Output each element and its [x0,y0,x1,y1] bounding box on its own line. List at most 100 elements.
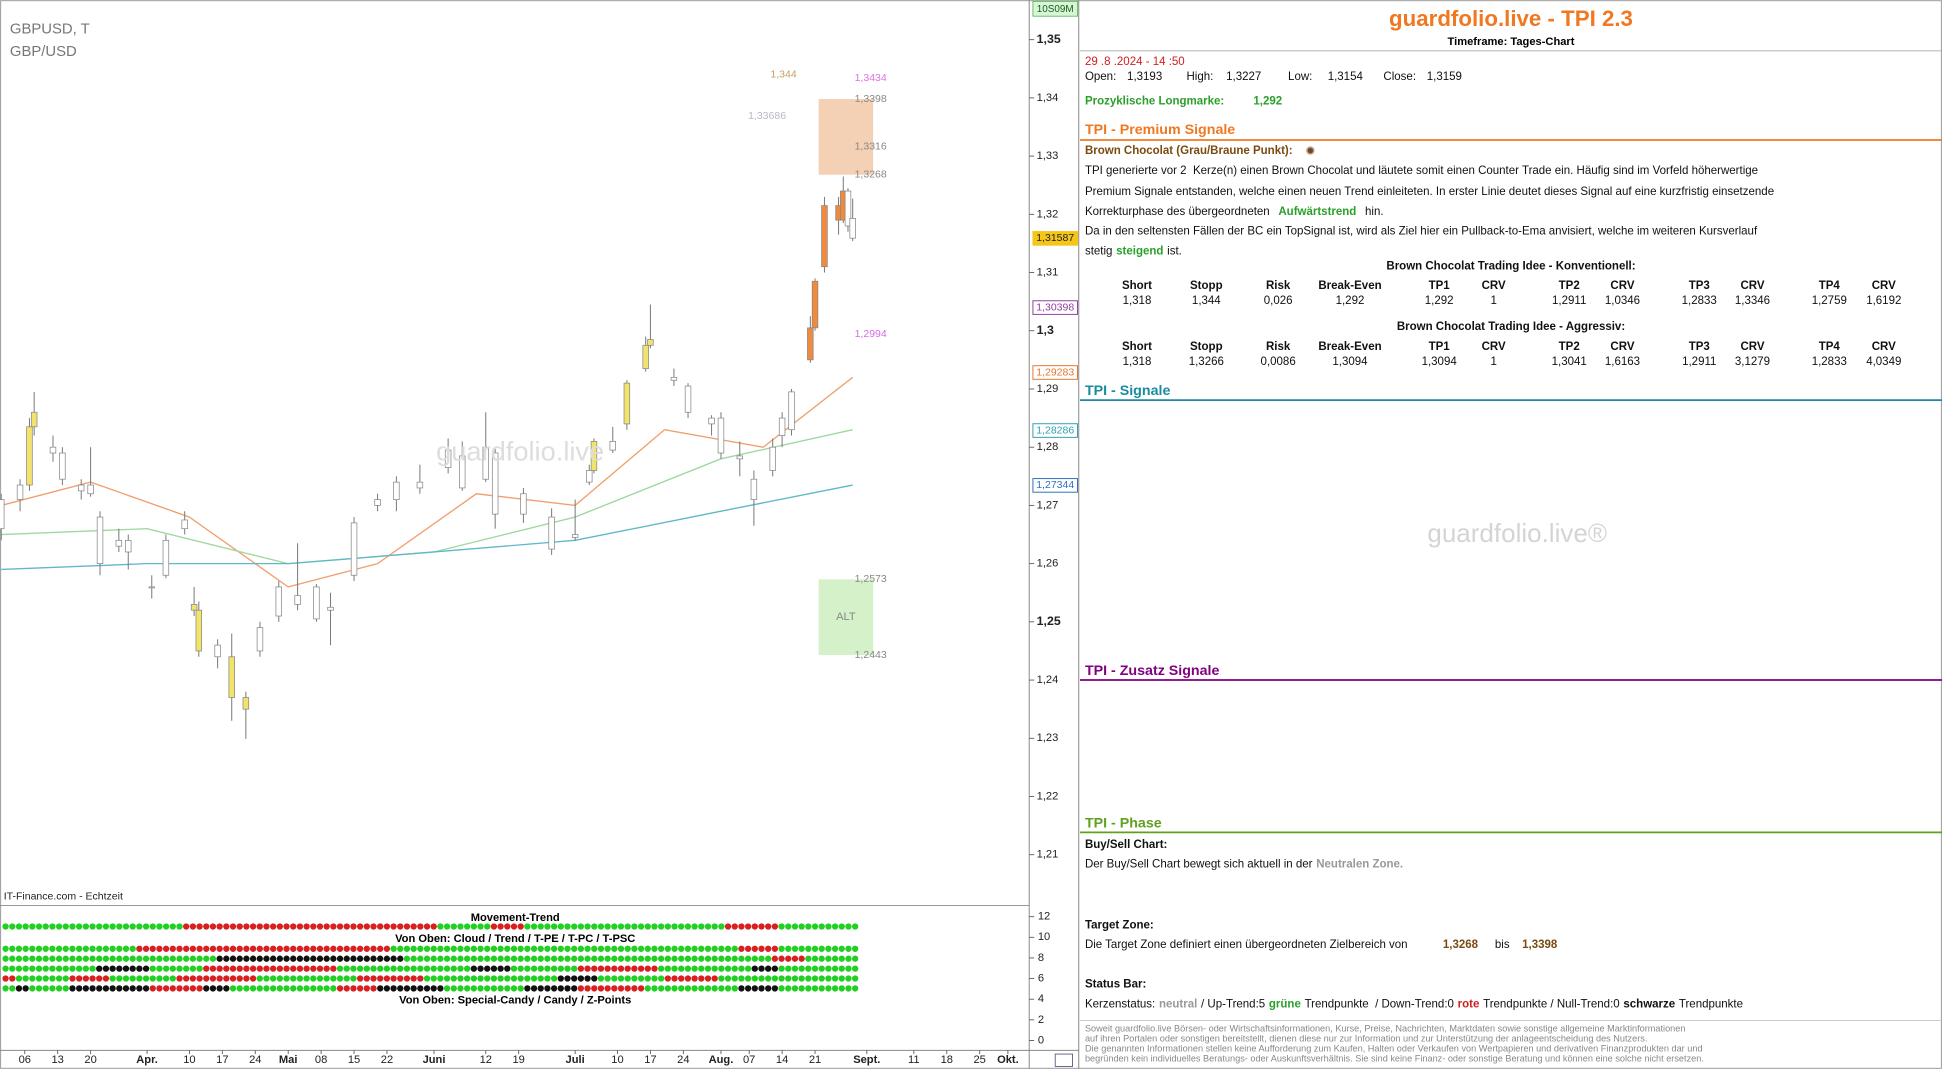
trend-dot [62,955,69,962]
trend-dot [744,985,752,992]
trend-dot [831,985,839,992]
text: Kerzenstatus: [1085,999,1155,1011]
trend-dot [283,965,290,972]
table-cell: 1,2759 [1812,295,1847,307]
trend-dot [838,985,845,992]
candle-body [350,522,358,576]
trend-dot [229,955,237,962]
trend-dot [316,945,324,952]
trend-dot [223,975,230,982]
trend-dot [417,923,424,930]
trend-dot [96,975,103,982]
settings-icon[interactable] [1054,1053,1073,1067]
x-tick-label: 10 [183,1054,195,1066]
trend-dot [617,945,625,952]
table-cell: 1,318 [1123,295,1152,307]
trend-dot [684,923,692,930]
y-tick-label: 1,23 [1037,732,1059,744]
trend-dot [664,945,672,952]
x-tick-label: Juli [566,1054,585,1066]
trend-dot [236,975,243,982]
candle-body [30,411,38,428]
trend-dot [323,965,330,972]
y-tick-label: 1,22 [1037,790,1059,802]
y-tick-label: 1,29 [1037,383,1059,395]
trend-dot [731,923,738,930]
trend-dot [838,923,845,930]
paragraph-line: stetig steigend ist. [1085,246,1182,258]
candle-body [162,539,170,576]
trend-dot [196,955,203,962]
trend-dot [791,945,799,952]
trend-dot [537,985,544,992]
trend-dot [330,975,337,982]
trend-dot [731,965,738,972]
trend-dot [831,975,839,982]
trend-dot [678,923,685,930]
trend-dot [397,985,404,992]
y-tick-label: 1,25 [1037,614,1061,628]
trend-dot [303,965,310,972]
trend-dot [771,975,779,982]
candle-body [313,586,320,620]
candle-body [821,205,828,268]
trend-dot [477,955,484,962]
trend-dot [577,955,585,962]
trend-dot [377,945,384,952]
trend-dot [196,985,203,992]
trend-dot [356,975,364,982]
trend-dot [524,985,531,992]
trend-dot [189,945,197,952]
trend-dot [283,975,290,982]
signal-icon [1306,146,1315,155]
trend-dot [530,955,538,962]
trend-dot [611,923,618,930]
trend-dot [76,985,83,992]
trend-dot [196,965,203,972]
trend-dot [116,945,123,952]
table-header: Risk [1266,341,1291,353]
trend-dot [356,985,364,992]
candle-body [0,499,5,530]
trend-dot [22,975,29,982]
trend-dot [2,965,9,972]
price-annotation: 1,3316 [855,141,887,153]
trend-dot [330,985,337,992]
trend-dot [644,945,651,952]
x-tick-label: 21 [809,1054,821,1066]
trend-dot [671,945,678,952]
trend-dot [323,975,330,982]
trend-dot [96,923,103,930]
trend-dot [470,923,478,930]
trend-dot [183,945,190,952]
table-cell: 1 [1490,295,1496,307]
trend-dot [122,945,130,952]
trend-dot [524,975,531,982]
trend-dot [116,965,123,972]
trend-dot [658,965,665,972]
trend-dot [771,985,779,992]
trend-dot [658,923,665,930]
trend-dot [825,923,832,930]
price-annotation: 1,3268 [855,169,887,181]
candle-body [294,595,301,605]
trend-dot [577,975,585,982]
trend-dot [102,965,110,972]
trend-dot [537,945,544,952]
table-cell: 1,292 [1425,295,1454,307]
trend-dot [417,985,424,992]
trend-dot [691,975,698,982]
price-marker-label: 1,31587 [1036,232,1074,244]
trend-dot [96,985,103,992]
trend-dot [142,965,150,972]
trend-dot [256,945,263,952]
trend-dot [698,975,705,982]
trend-dot [136,965,143,972]
table-header: TP4 [1819,280,1841,292]
table-cell: 1 [1490,356,1496,368]
table-header: TP3 [1689,341,1710,353]
trend-dot [55,985,63,992]
trend-dot [350,965,357,972]
section-heading: TPI - Zusatz Signale [1085,663,1220,679]
trend-dot [798,955,805,962]
